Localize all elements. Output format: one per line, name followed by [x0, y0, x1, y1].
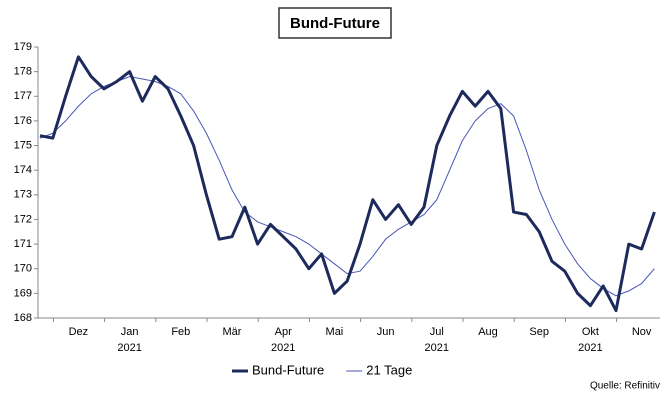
- y-tick-label: 169: [14, 287, 32, 299]
- y-tick-label: 170: [14, 263, 32, 275]
- y-tick-label: 176: [14, 115, 32, 127]
- legend-label: Bund-Future: [252, 362, 324, 377]
- year-label: 2021: [578, 342, 602, 354]
- title-box: [278, 7, 392, 39]
- x-tick-label: Sep: [529, 326, 549, 338]
- series-line: [39, 76, 655, 297]
- x-tick-label: Jan: [121, 326, 139, 338]
- y-tick-label: 172: [14, 213, 32, 225]
- x-tick-label: Okt: [582, 326, 599, 338]
- x-tick-label: Mär: [223, 326, 242, 338]
- x-tick-label: Jul: [430, 326, 444, 338]
- x-tick-label: Apr: [275, 326, 292, 338]
- year-label: 2021: [425, 342, 449, 354]
- legend-label: 21 Tage: [366, 362, 412, 377]
- chart-title: Bund-Future: [290, 15, 380, 32]
- x-tick-label: Nov: [632, 326, 652, 338]
- series-line: [39, 55, 656, 313]
- x-tick-label: Feb: [171, 326, 190, 338]
- x-tick-label: Dez: [69, 326, 89, 338]
- x-tick-label: Aug: [478, 326, 498, 338]
- y-tick-label: 173: [14, 189, 32, 201]
- y-tick-label: 175: [14, 139, 32, 151]
- x-tick-label: Mai: [326, 326, 344, 338]
- x-tick-label: Jun: [377, 326, 395, 338]
- y-tick-label: 179: [14, 41, 32, 53]
- year-label: 2021: [271, 342, 295, 354]
- y-tick-label: 174: [14, 164, 32, 176]
- y-tick-label: 177: [14, 90, 32, 102]
- source: Quelle: Refinitiv: [590, 381, 660, 392]
- y-tick-label: 171: [14, 238, 32, 250]
- y-tick-label: 178: [14, 66, 32, 78]
- y-tick-label: 168: [14, 312, 32, 324]
- year-label: 2021: [117, 342, 141, 354]
